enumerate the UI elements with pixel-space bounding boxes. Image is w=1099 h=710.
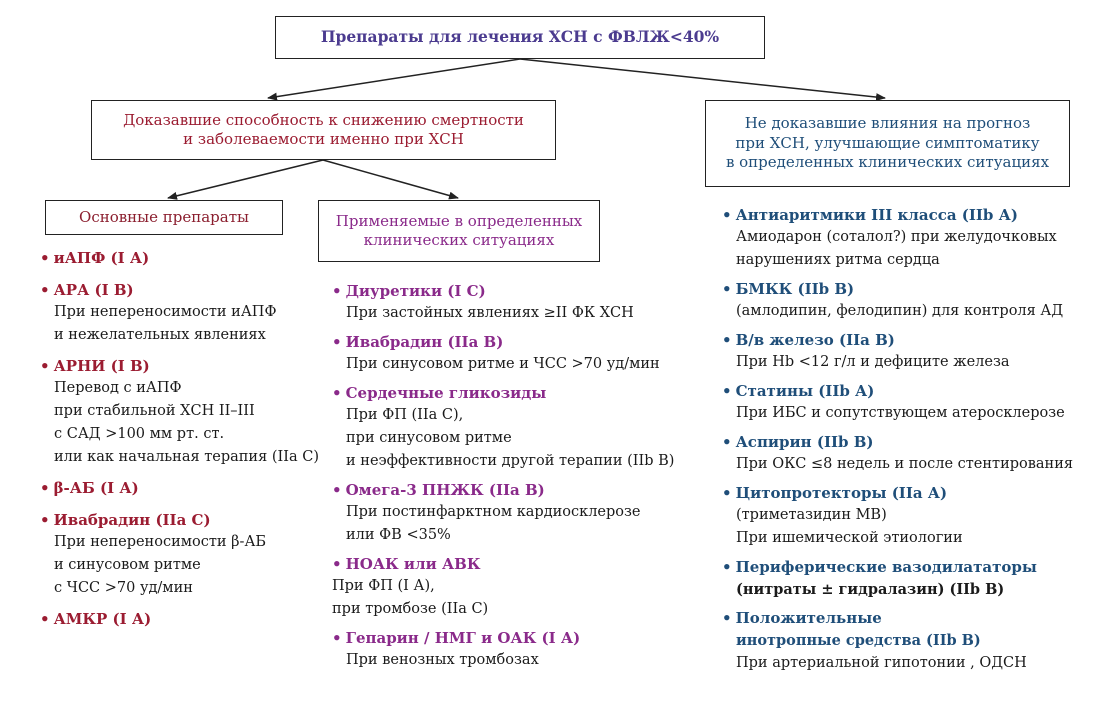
situational-line-1: Применяемые в определенных — [335, 211, 583, 230]
list-item: • Положительные инотропные средства (IIb … — [722, 607, 1092, 675]
situational-drugs-box: Применяемые в определенных клинических с… — [318, 200, 600, 262]
main-drugs-box: Основные препараты — [45, 200, 283, 235]
drug-note: При синусовом ритме и ЧСС >70 уд/мин — [346, 356, 660, 372]
drug-name: β-АБ (I А) — [53, 479, 139, 497]
situational-line-2: клинических ситуациях — [363, 231, 555, 249]
list-item: • иАПФ (I А) — [40, 249, 150, 267]
drug-note: нарушениях ритма сердца — [736, 252, 940, 268]
drug-note: При ФП (IIa С), — [346, 407, 464, 423]
drug-note: и синусовом ритме — [54, 557, 201, 573]
arrow-to-left-branch — [267, 58, 521, 101]
drug-note: (нитраты ± гидралазин) (IIb В) — [736, 581, 1005, 598]
drug-name-continued: инотропные средства (IIb В) — [736, 632, 981, 649]
arrow-to-main-drugs — [167, 159, 324, 200]
list-item: • Антиаритмики III класса (IIb А) Амиодар… — [722, 204, 1092, 272]
drug-note: При Hb <12 г/л и дефиците железа — [736, 354, 1010, 370]
drug-note: Перевод с иАПФ — [54, 380, 182, 396]
drug-name: Омега-3 ПНЖК (IIa В) — [345, 481, 545, 499]
drug-name: Сердечные гликозиды — [345, 384, 547, 402]
drug-note: и нежелательных явлениях — [54, 327, 266, 343]
list-item: • БМКК (IIb В) (амлодипин, фелодипин) для… — [722, 278, 1092, 323]
proven-branch-box: Доказавшие способность к снижению смертн… — [91, 100, 556, 160]
drug-note: При непереносимости иАПФ — [54, 304, 277, 320]
list-item: • Ивабрадин (IIa С) При непереносимости β… — [40, 509, 310, 600]
drug-note: При артериальной гипотонии , ОДСН — [736, 655, 1027, 671]
list-item: • Аспирин (IIb В) При ОКС ≤8 недель и пос… — [722, 431, 1092, 476]
list-item: • Диуретики (I С) При застойных явлениях … — [332, 280, 712, 325]
situational-drugs-list: • Диуретики (I С) При застойных явлениях … — [332, 280, 712, 672]
drug-name: АМКР (I А) — [53, 610, 152, 628]
drug-note: При ишемической этиологии — [736, 530, 963, 546]
drug-note: При застойных явлениях ≥II ФК ХСН — [346, 305, 634, 321]
unproven-branch-line-1: Не доказавшие влияния на прогноз — [744, 114, 1031, 133]
list-item: • Периферические вазодилататоры (нитраты … — [722, 556, 1092, 601]
drug-name: БМКК (IIb В) — [735, 280, 855, 298]
drug-note: При постинфарктном кардиосклерозе — [346, 504, 641, 520]
drug-name: Диуретики (I С) — [345, 282, 486, 300]
drug-name: Статины (IIb А) — [735, 382, 875, 400]
drug-note: При ОКС ≤8 недель и после стентирования — [736, 456, 1074, 472]
drug-note: или ФВ <35% — [346, 527, 451, 543]
drug-name: Периферические вазодилататоры — [735, 558, 1037, 576]
drug-name: Антиаритмики III класса (IIb А) — [735, 206, 1018, 224]
drug-note: При непереносимости β-АБ — [54, 534, 267, 550]
drug-name: В/в железо (IIa В) — [735, 331, 895, 349]
list-item: • Сердечные гликозиды При ФП (IIa С), при… — [332, 382, 712, 473]
proven-branch-line-1: Доказавшие способность к снижению смертн… — [123, 110, 524, 129]
unproven-branch-line-3: в определенных клинических ситуациях — [725, 153, 1050, 172]
drug-name: Ивабрадин (IIa С) — [53, 511, 211, 529]
list-item: • АМКР (I А) — [40, 610, 152, 628]
main-drugs-list: • иАПФ (I А) • АРА (I В) При непереносимос… — [40, 247, 319, 630]
list-item: • Омега-3 ПНЖК (IIa В) При постинфарктном… — [332, 479, 712, 547]
list-item: • АРА (I В) При непереносимости иАПФ и не… — [40, 279, 310, 347]
main-drugs-title: Основные препараты — [79, 207, 249, 226]
list-item: • В/в железо (IIa В) При Hb <12 г/л и деф… — [722, 329, 1092, 374]
list-item: • Ивабрадин (IIa В) При синусовом ритме и… — [332, 331, 712, 376]
drug-name: Гепарин / НМГ и ОАК (I А) — [345, 629, 581, 647]
drug-name: Аспирин (IIb В) — [735, 433, 874, 451]
drug-note: с ЧСС >70 уд/мин — [54, 580, 193, 596]
drug-note: и неэффективности другой терапии (IIb В) — [346, 453, 675, 469]
arrow-to-situational — [322, 159, 459, 200]
unproven-branch-box: Не доказавшие влияния на прогноз при ХСН… — [705, 100, 1070, 187]
drug-note: (амлодипин, фелодипин) для контроля АД — [736, 303, 1064, 319]
drug-name: НОАК или АВК — [345, 555, 481, 573]
drug-note: При ФП (I А), — [332, 578, 435, 594]
drug-name: Цитопротекторы (IIa А) — [735, 484, 948, 502]
drug-note: с САД >100 мм рт. ст. — [54, 426, 225, 442]
drug-note: при синусовом ритме — [346, 430, 512, 446]
page-title: Препараты для лечения ХСН с ФВЛЖ<40% — [320, 27, 720, 47]
drug-name: Положительные — [735, 609, 882, 627]
proven-branch-line-2: и заболеваемости именно при ХСН — [183, 130, 464, 148]
drug-note: или как начальная терапия (IIa С) — [54, 449, 319, 465]
list-item: • Статины (IIb А) При ИБС и сопутствующем… — [722, 380, 1092, 425]
drug-note: При ИБС и сопутствующем атеросклерозе — [736, 405, 1065, 421]
drug-note: при стабильной ХСН II–III — [54, 403, 255, 419]
drug-name: АРА (I В) — [53, 281, 134, 299]
unproven-branch-line-2: при ХСН, улучшающие симптоматику — [735, 133, 1040, 152]
list-item: • Гепарин / НМГ и ОАК (I А) При венозных … — [332, 627, 712, 672]
list-item: • Цитопротекторы (IIa А) (триметазидин МВ… — [722, 482, 1092, 550]
drug-note: При венозных тромбозах — [346, 652, 539, 668]
symptomatic-drugs-list: • Антиаритмики III класса (IIb А) Амиодар… — [722, 204, 1092, 675]
drug-name: АРНИ (I В) — [53, 357, 150, 375]
drug-note: (триметазидин МВ) — [736, 507, 887, 523]
drug-name: иАПФ (I А) — [53, 249, 150, 267]
list-item: • β-АБ (I А) — [40, 479, 139, 497]
list-item: • НОАК или АВК При ФП (I А), при тромбозе… — [332, 553, 712, 621]
title-box: Препараты для лечения ХСН с ФВЛЖ<40% — [275, 16, 765, 59]
drug-note: Амиодарон (соталол?) при желудочковых — [736, 229, 1057, 245]
list-item: • АРНИ (I В) Перевод с иАПФ при стабильно… — [40, 355, 319, 469]
drug-name: Ивабрадин (IIa В) — [345, 333, 504, 351]
arrow-to-right-branch — [519, 58, 886, 102]
drug-note: при тромбозе (IIa С) — [332, 601, 489, 617]
